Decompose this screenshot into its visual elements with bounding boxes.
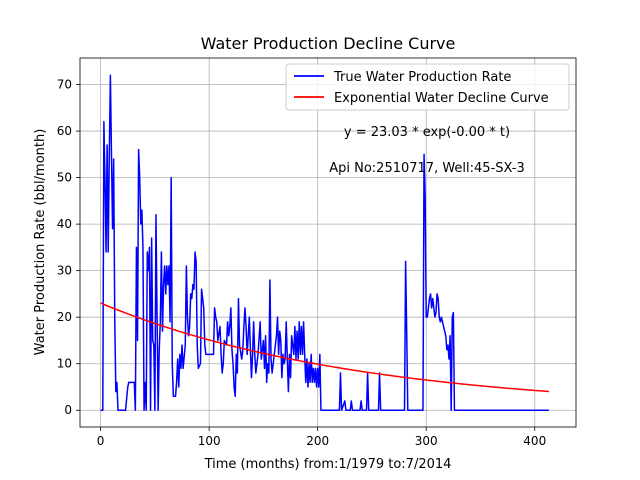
axis-ticks: 0 100 200 300 400 0 10 20 30 40 50 60 70 — [57, 78, 546, 448]
y-tick-label: 70 — [57, 78, 72, 92]
legend-label-exponential-curve: Exponential Water Decline Curve — [334, 91, 549, 106]
x-tick-label: 200 — [306, 434, 329, 448]
x-tick-label: 100 — [198, 434, 221, 448]
plot-area: 0 100 200 300 400 0 10 20 30 40 50 60 70 — [57, 57, 577, 448]
x-axis-label: Time (months) from:1/1979 to:7/2014 — [204, 457, 452, 472]
series-line-exponential-water-decline-curve — [100, 302, 549, 393]
legend-label-true-rate: True Water Production Rate — [333, 70, 511, 85]
y-tick-label: 0 — [64, 403, 72, 417]
plot-frame — [79, 57, 577, 428]
y-tick-label: 40 — [57, 217, 72, 231]
x-tick-label: 400 — [523, 434, 546, 448]
y-tick-label: 60 — [57, 124, 72, 138]
x-tick-label: 300 — [415, 434, 438, 448]
y-tick-label: 30 — [57, 264, 72, 278]
series-line-true-water-production-rate — [100, 74, 549, 411]
series-layer — [100, 74, 549, 411]
legend-box — [285, 63, 570, 111]
y-tick-label: 10 — [57, 357, 72, 371]
y-axis-label: Water Production Rate (bbl/month) — [33, 129, 48, 356]
annotation-fit-equation: y = 23.03 * exp(-0.00 * t) — [344, 125, 510, 140]
legend: True Water Production Rate Exponential W… — [285, 63, 570, 111]
x-tick-label: 0 — [97, 434, 105, 448]
annotation-well-id: Api No:2510717, Well:45-SX-3 — [329, 161, 525, 176]
y-tick-label: 20 — [57, 310, 72, 324]
y-tick-label: 50 — [57, 171, 72, 185]
chart-title: Water Production Decline Curve — [201, 34, 456, 53]
